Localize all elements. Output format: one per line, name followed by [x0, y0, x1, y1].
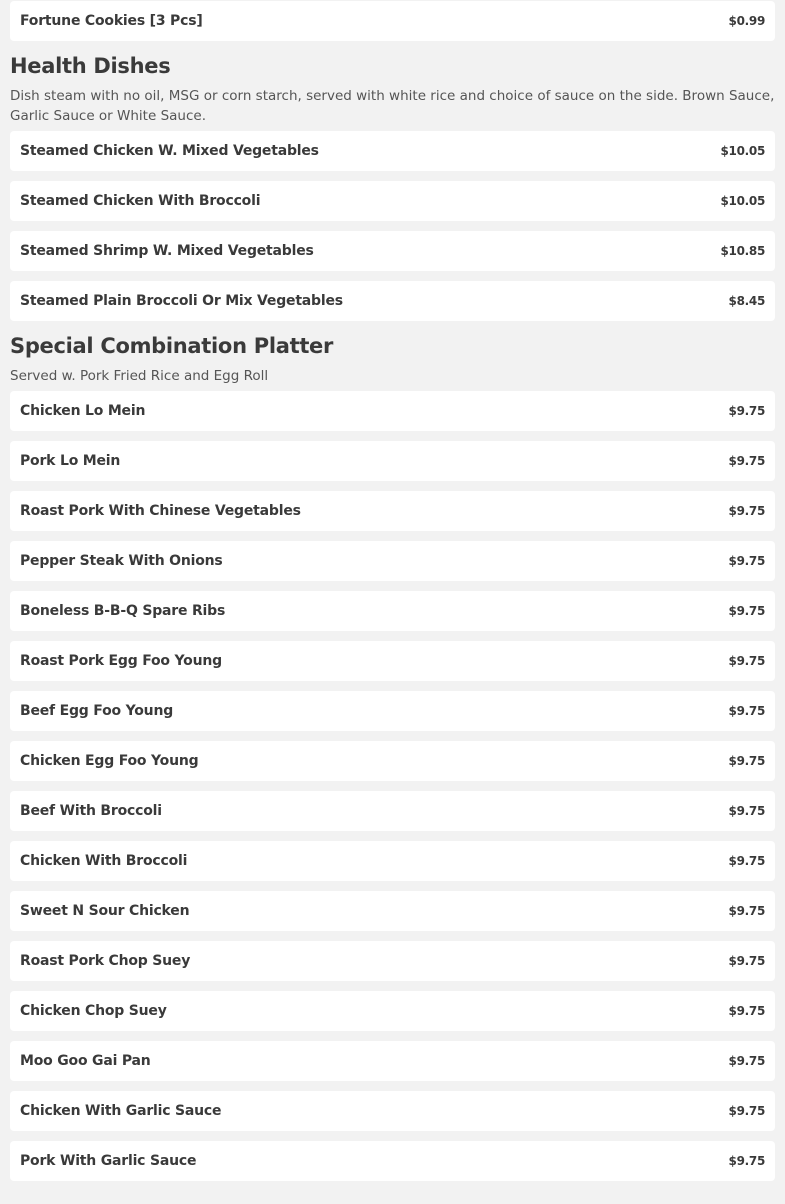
- menu-item-price: $10.05: [720, 194, 765, 208]
- menu-item-name: Steamed Shrimp W. Mixed Vegetables: [20, 243, 314, 259]
- section-description: Served w. Pork Fried Rice and Egg Roll: [10, 368, 269, 384]
- menu-item[interactable]: Pepper Steak With Onions $9.75: [10, 541, 775, 581]
- menu-item-name: Pepper Steak With Onions: [20, 553, 223, 569]
- menu-item-name: Steamed Chicken W. Mixed Vegetables: [20, 143, 319, 159]
- menu-item[interactable]: Steamed Chicken W. Mixed Vegetables $10.0…: [10, 131, 775, 171]
- menu-item[interactable]: Roast Pork With Chinese Vegetables $9.75: [10, 491, 775, 531]
- menu-item-price: $9.75: [728, 604, 766, 618]
- menu-item-price: $9.75: [728, 654, 766, 668]
- menu-item-price: $9.75: [728, 904, 766, 918]
- menu-item-price: $9.75: [728, 754, 766, 768]
- menu-item-price: $9.75: [728, 854, 766, 868]
- menu-item-name: Beef With Broccoli: [20, 803, 162, 819]
- menu-item-name: Boneless B-B-Q Spare Ribs: [20, 603, 226, 619]
- menu-item-name: Pork With Garlic Sauce: [20, 1153, 197, 1169]
- menu-item[interactable]: Steamed Chicken With Broccoli $10.05: [10, 181, 775, 221]
- menu-item-name: Roast Pork With Chinese Vegetables: [20, 503, 301, 519]
- menu-item-name: Chicken With Garlic Sauce: [20, 1103, 222, 1119]
- menu-item[interactable]: Chicken Egg Foo Young $9.75: [10, 741, 775, 781]
- section-description: Dish steam with no oil, MSG or corn star…: [10, 88, 775, 124]
- menu-item-name: Chicken Lo Mein: [20, 403, 146, 419]
- section-title: Health Dishes: [10, 54, 171, 78]
- menu-item-price: $10.85: [720, 244, 765, 258]
- menu-item-name: Roast Pork Chop Suey: [20, 953, 191, 969]
- menu-item-price: $9.75: [728, 1154, 766, 1168]
- menu-item[interactable]: Pork Lo Mein $9.75: [10, 441, 775, 481]
- menu-item-price: $10.05: [720, 144, 765, 158]
- menu-item-name: Chicken With Broccoli: [20, 853, 188, 869]
- menu-item-name: Roast Pork Egg Foo Young: [20, 653, 222, 669]
- menu-item-name: Steamed Chicken With Broccoli: [20, 193, 261, 209]
- menu-item-name: Chicken Egg Foo Young: [20, 753, 199, 769]
- menu-item-price: $9.75: [728, 1104, 766, 1118]
- menu-item-name: Beef Egg Foo Young: [20, 703, 174, 719]
- menu-item-price: $9.75: [728, 804, 766, 818]
- menu-item-price: $8.45: [728, 294, 766, 308]
- menu-item[interactable]: Roast Pork Chop Suey $9.75: [10, 941, 775, 981]
- menu-item[interactable]: Sweet N Sour Chicken $9.75: [10, 891, 775, 931]
- menu-item[interactable]: Beef With Broccoli $9.75: [10, 791, 775, 831]
- menu-item-price: $9.75: [728, 554, 766, 568]
- menu-item-name: Moo Goo Gai Pan: [20, 1053, 151, 1069]
- menu-item[interactable]: Pork With Garlic Sauce $9.75: [10, 1141, 775, 1181]
- menu-item[interactable]: Fortune Cookies [3 Pcs] $0.99: [10, 1, 775, 41]
- menu-item[interactable]: Steamed Plain Broccoli Or Mix Vegetables…: [10, 281, 775, 321]
- menu-item[interactable]: Boneless B-B-Q Spare Ribs $9.75: [10, 591, 775, 631]
- menu-item-price: $9.75: [728, 404, 766, 418]
- menu-item[interactable]: Chicken With Garlic Sauce $9.75: [10, 1091, 775, 1131]
- menu-item-name: Sweet N Sour Chicken: [20, 903, 190, 919]
- menu-item-name: Steamed Plain Broccoli Or Mix Vegetables: [20, 293, 343, 309]
- menu-item-price: $9.75: [728, 954, 766, 968]
- menu-item-price: $9.75: [728, 504, 766, 518]
- menu-item-name: Pork Lo Mein: [20, 453, 121, 469]
- menu-item[interactable]: Chicken Chop Suey $9.75: [10, 991, 775, 1031]
- menu-item-name: Chicken Chop Suey: [20, 1003, 167, 1019]
- menu-item[interactable]: Steamed Shrimp W. Mixed Vegetables $10.85: [10, 231, 775, 271]
- menu-item[interactable]: Chicken With Broccoli $9.75: [10, 841, 775, 881]
- menu-item[interactable]: Chicken Lo Mein $9.75: [10, 391, 775, 431]
- menu-item-price: $9.75: [728, 1004, 766, 1018]
- menu-item[interactable]: Moo Goo Gai Pan $9.75: [10, 1041, 775, 1081]
- menu-item[interactable]: Beef Egg Foo Young $9.75: [10, 691, 775, 731]
- menu-item-price: $9.75: [728, 1054, 766, 1068]
- section-title: Special Combination Platter: [10, 334, 334, 358]
- menu-item-price: $9.75: [728, 704, 766, 718]
- menu-item[interactable]: Roast Pork Egg Foo Young $9.75: [10, 641, 775, 681]
- menu-item-price: $9.75: [728, 454, 766, 468]
- menu-item-price: $0.99: [728, 14, 766, 28]
- menu-item-name: Fortune Cookies [3 Pcs]: [20, 13, 203, 29]
